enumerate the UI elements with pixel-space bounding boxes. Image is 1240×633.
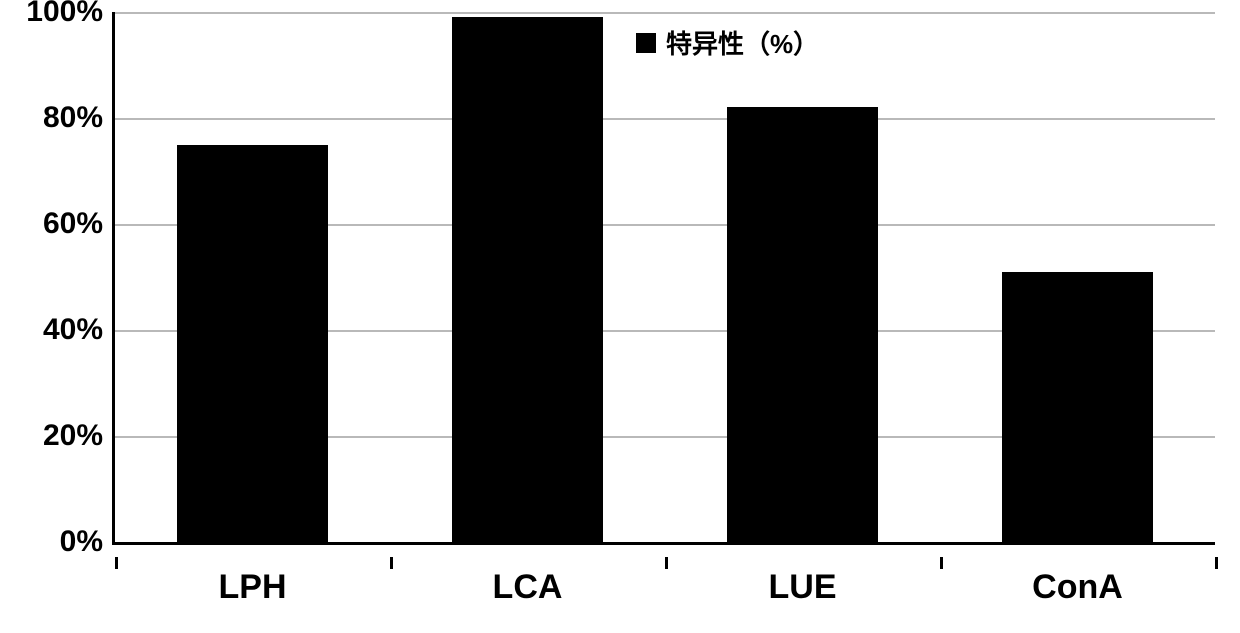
- x-tick-mark: [390, 557, 393, 569]
- x-tick-mark: [1215, 557, 1218, 569]
- x-tick-mark: [115, 557, 118, 569]
- x-tick-label: LCA: [493, 568, 563, 607]
- x-tick-label: LUE: [769, 568, 837, 607]
- y-axis-line: [112, 12, 115, 545]
- x-tick-mark: [940, 557, 943, 569]
- bar: [177, 145, 328, 543]
- x-tick-label: ConA: [1032, 568, 1123, 607]
- bar: [452, 17, 603, 542]
- legend-swatch: [636, 33, 656, 53]
- bar: [1002, 272, 1153, 542]
- legend: 特异性（%）: [636, 24, 819, 61]
- x-tick-label: LPH: [219, 568, 287, 607]
- x-axis-line: [115, 542, 1215, 545]
- gridline: [115, 12, 1215, 14]
- x-tick-mark: [665, 557, 668, 569]
- gridline: [115, 118, 1215, 120]
- plot-area: 0%20%40%60%80%100%LPHLCALUEConA: [115, 12, 1215, 542]
- bar: [727, 107, 878, 542]
- legend-label: 特异性（%）: [666, 24, 819, 61]
- bar-chart: 0%20%40%60%80%100%LPHLCALUEConA 特异性（%）: [0, 0, 1240, 633]
